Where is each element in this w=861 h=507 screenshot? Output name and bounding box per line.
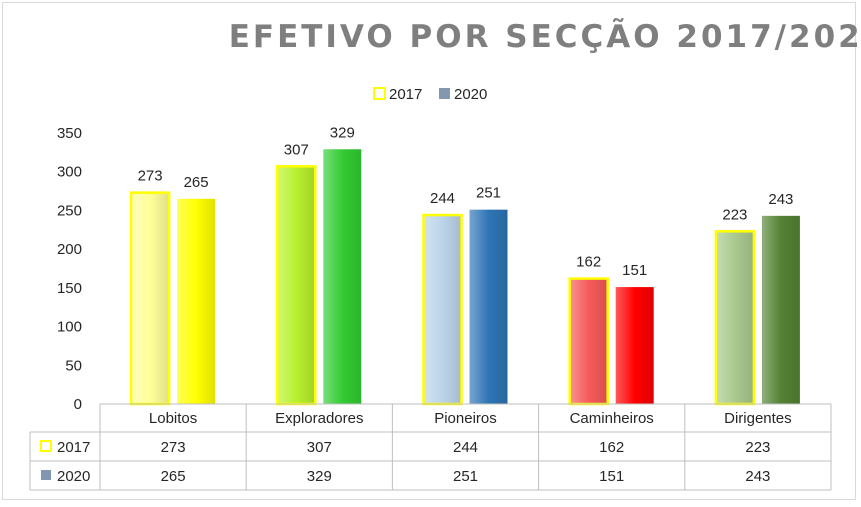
bar-2017-dirigentes [714,230,756,406]
y-axis: 0 50 100 150 200 250 300 350 [57,125,82,413]
table-cell: 162 [599,439,624,456]
data-label-2017-pioneiros: 244 [430,190,455,207]
bar-2020-exploradores [323,149,362,404]
y-tick-label: 250 [57,202,82,219]
data-labels: 273 265 307 329 244 251 162 151 223 243 [138,124,794,279]
legend-label-2020: 2020 [454,86,487,103]
legend-swatch-2020 [439,88,450,99]
table-cell: 243 [745,468,770,485]
bar-2020-caminheiros [615,287,654,404]
category-label: Exploradores [275,410,363,427]
bar-2020-dirigentes [761,215,800,404]
bar-2017-lobitos [129,191,171,406]
table-cell: 307 [307,439,332,456]
data-table: Lobitos Exploradores Pioneiros Caminheiros D… [29,403,832,491]
bar-2020-pioneiros [469,209,508,404]
table-key-2017 [40,440,52,452]
category-label: Pioneiros [434,410,497,427]
table-cell: 244 [453,439,478,456]
data-label-2017-exploradores: 307 [284,141,309,158]
legend-swatch-2017 [373,87,386,100]
data-label-2017-lobitos: 273 [138,168,163,185]
legend: 2017 2020 [373,86,487,103]
y-tick-label: 50 [65,357,82,374]
table-cell: 265 [161,468,186,485]
bar-2017-exploradores [276,165,317,406]
y-tick-label: 200 [57,241,82,258]
table-series-name: 2020 [57,468,90,485]
data-label-2020-exploradores: 329 [330,124,355,141]
chart-title: EFETIVO POR SECÇÃO 2017/2020 [229,18,861,55]
y-tick-label: 0 [74,396,82,413]
y-tick-label: 350 [57,125,82,142]
bar-2017-pioneiros [422,213,463,406]
data-label-2017-dirigentes: 223 [722,206,747,223]
data-label-2020-dirigentes: 243 [768,191,793,208]
bar-2020-lobitos [177,198,216,404]
table-key-2020 [41,470,51,480]
data-label-2020-caminheiros: 151 [622,262,647,279]
y-tick-label: 300 [57,164,82,181]
table-cell: 223 [745,439,770,456]
table-cell: 151 [599,468,624,485]
table-cell: 329 [307,468,332,485]
category-label: Dirigentes [724,410,792,427]
table-cell: 273 [161,439,186,456]
y-tick-label: 100 [57,319,82,336]
data-label-2017-caminheiros: 162 [576,254,601,271]
y-tick-label: 150 [57,280,82,297]
category-label: Caminheiros [570,410,654,427]
bars [129,149,800,406]
data-label-2020-pioneiros: 251 [476,185,501,202]
legend-label-2017: 2017 [389,86,422,103]
bar-2017-caminheiros [568,277,609,406]
category-label: Lobitos [149,410,197,427]
table-cell: 251 [453,468,478,485]
table-series-name: 2017 [57,439,90,456]
data-label-2020-lobitos: 265 [184,174,209,191]
